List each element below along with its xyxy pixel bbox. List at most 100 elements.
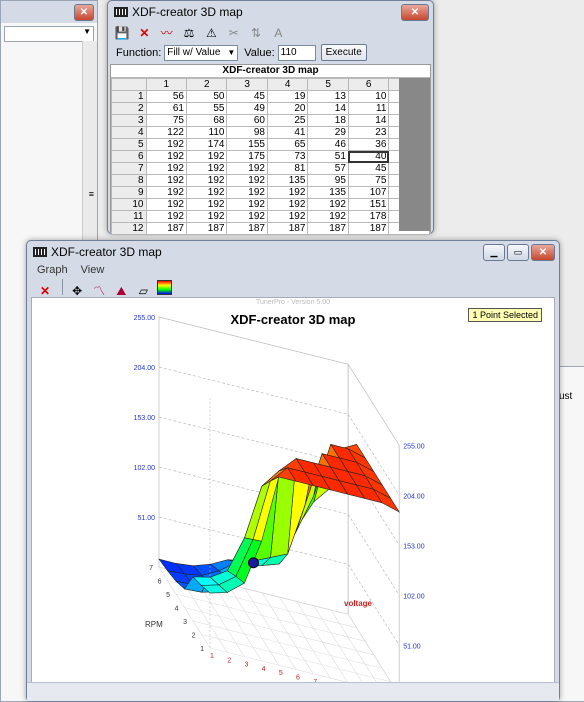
close-icon[interactable]: ✕: [74, 4, 94, 21]
table-cell[interactable]: 61: [145, 102, 187, 115]
row-header[interactable]: 2: [111, 102, 147, 115]
table-cell[interactable]: 187: [347, 222, 390, 235]
warning-icon[interactable]: ⚠: [205, 26, 217, 40]
table-cell[interactable]: 45: [226, 90, 268, 103]
row-header[interactable]: 5: [111, 138, 147, 151]
table-cell[interactable]: 192: [185, 210, 228, 223]
move-icon[interactable]: ✥: [72, 284, 83, 298]
table-cell[interactable]: 187: [266, 222, 309, 235]
table-cell[interactable]: 175: [226, 150, 268, 163]
table-cell[interactable]: 75: [145, 114, 187, 127]
table-cell[interactable]: 192: [185, 186, 228, 199]
close-button[interactable]: ✕: [531, 244, 555, 261]
table-cell[interactable]: 174: [185, 138, 228, 151]
table-cell[interactable]: 10: [347, 90, 390, 103]
table-cell[interactable]: 40: [347, 150, 390, 163]
column-header[interactable]: 1: [145, 78, 187, 91]
table-cell[interactable]: 95: [307, 174, 349, 187]
table-cell[interactable]: 56: [145, 90, 187, 103]
table-cell[interactable]: 192: [145, 138, 187, 151]
menu-view[interactable]: View: [80, 264, 105, 276]
table-cell[interactable]: 187: [185, 222, 228, 235]
column-header[interactable]: 5: [307, 78, 349, 91]
table-cell[interactable]: 192: [145, 150, 187, 163]
table-cell[interactable]: 187: [145, 222, 187, 235]
column-header[interactable]: 2: [185, 78, 228, 91]
table-cell[interactable]: 57: [307, 162, 349, 175]
table-cell[interactable]: 135: [307, 186, 349, 199]
area-graph-icon[interactable]: ⛰: [116, 284, 127, 298]
table-cell[interactable]: 55: [185, 102, 228, 115]
graph-canvas[interactable]: TunerPro - Version 5.00 XDF-creator 3D m…: [31, 297, 555, 683]
background-dropdown[interactable]: ▼: [4, 26, 94, 42]
graph-window-titlebar[interactable]: XDF-creator 3D map ▁ ▭ ✕: [27, 241, 559, 263]
table-cell[interactable]: 192: [226, 186, 268, 199]
column-header[interactable]: 4: [266, 78, 309, 91]
table-cell[interactable]: 192: [185, 174, 228, 187]
delete-icon[interactable]: ✕: [139, 26, 150, 40]
table-cell[interactable]: 192: [226, 198, 268, 211]
row-header[interactable]: 8: [111, 174, 147, 187]
table-cell[interactable]: 29: [307, 126, 349, 139]
table-cell[interactable]: 75: [347, 174, 390, 187]
table-window-titlebar[interactable]: XDF-creator 3D map ✕: [108, 1, 433, 23]
row-header[interactable]: 10: [111, 198, 147, 211]
row-header[interactable]: 7: [111, 162, 147, 175]
table-cell[interactable]: 192: [226, 174, 268, 187]
menu-graph[interactable]: Graph: [37, 264, 68, 276]
table-cell[interactable]: 68: [185, 114, 228, 127]
table-cell[interactable]: 41: [266, 126, 309, 139]
table-cell[interactable]: 45: [347, 162, 390, 175]
surface-plot[interactable]: 51.00 102.00 153.00 204.00 255.00 51.00 102.00…: [32, 298, 554, 682]
table-cell[interactable]: 192: [185, 150, 228, 163]
row-header[interactable]: 11: [111, 210, 147, 223]
execute-button[interactable]: Execute: [320, 44, 367, 61]
table-cell[interactable]: 192: [145, 198, 187, 211]
table-cell[interactable]: 49: [226, 102, 268, 115]
table-cell[interactable]: 192: [226, 162, 268, 175]
table-cell[interactable]: 192: [266, 210, 309, 223]
table-cell[interactable]: 192: [266, 198, 309, 211]
table-cell[interactable]: 19: [266, 90, 309, 103]
color-map-icon[interactable]: [157, 280, 173, 295]
save-icon[interactable]: 💾: [114, 26, 130, 40]
value-input[interactable]: [277, 44, 316, 61]
table-cell[interactable]: 23: [347, 126, 390, 139]
table-cell[interactable]: 81: [266, 162, 309, 175]
table-cell[interactable]: 46: [307, 138, 349, 151]
table-cell[interactable]: 98: [226, 126, 268, 139]
table-cell[interactable]: 73: [266, 150, 309, 163]
maximize-button[interactable]: ▭: [507, 244, 529, 261]
table-cell[interactable]: 122: [145, 126, 187, 139]
table-cell[interactable]: 65: [266, 138, 309, 151]
row-header[interactable]: 9: [111, 186, 147, 199]
row-header[interactable]: 12: [111, 222, 147, 235]
row-header[interactable]: 4: [111, 126, 147, 139]
table-cell[interactable]: 110: [185, 126, 228, 139]
table-cell[interactable]: 135: [266, 174, 309, 187]
table-cell[interactable]: 14: [347, 114, 390, 127]
table-cell[interactable]: 192: [145, 162, 187, 175]
table-cell[interactable]: 60: [226, 114, 268, 127]
row-header[interactable]: 3: [111, 114, 147, 127]
table-cell[interactable]: 192: [185, 198, 228, 211]
close-button[interactable]: ✕: [401, 4, 429, 21]
table-cell[interactable]: 107: [347, 186, 390, 199]
table-cell[interactable]: 192: [145, 186, 187, 199]
table-cell[interactable]: 20: [266, 102, 309, 115]
table-cell[interactable]: 151: [347, 198, 390, 211]
cut-icon[interactable]: ✂: [228, 26, 239, 40]
close-graph-icon[interactable]: ✕: [39, 284, 51, 298]
scale-icon[interactable]: ⚖: [183, 26, 195, 40]
table-cell[interactable]: 192: [145, 174, 187, 187]
function-select[interactable]: Fill w/ Value ▼: [164, 44, 239, 61]
table-cell[interactable]: 192: [226, 210, 268, 223]
row-header[interactable]: 1: [111, 90, 147, 103]
table-cell[interactable]: 192: [185, 162, 228, 175]
table-cell[interactable]: 36: [347, 138, 390, 151]
surface-graph-icon[interactable]: ▱: [138, 284, 148, 298]
minimize-button[interactable]: ▁: [483, 244, 505, 261]
line-graph-icon[interactable]: 〽: [93, 284, 106, 298]
column-header[interactable]: 3: [226, 78, 268, 91]
table-cell[interactable]: 50: [185, 90, 228, 103]
